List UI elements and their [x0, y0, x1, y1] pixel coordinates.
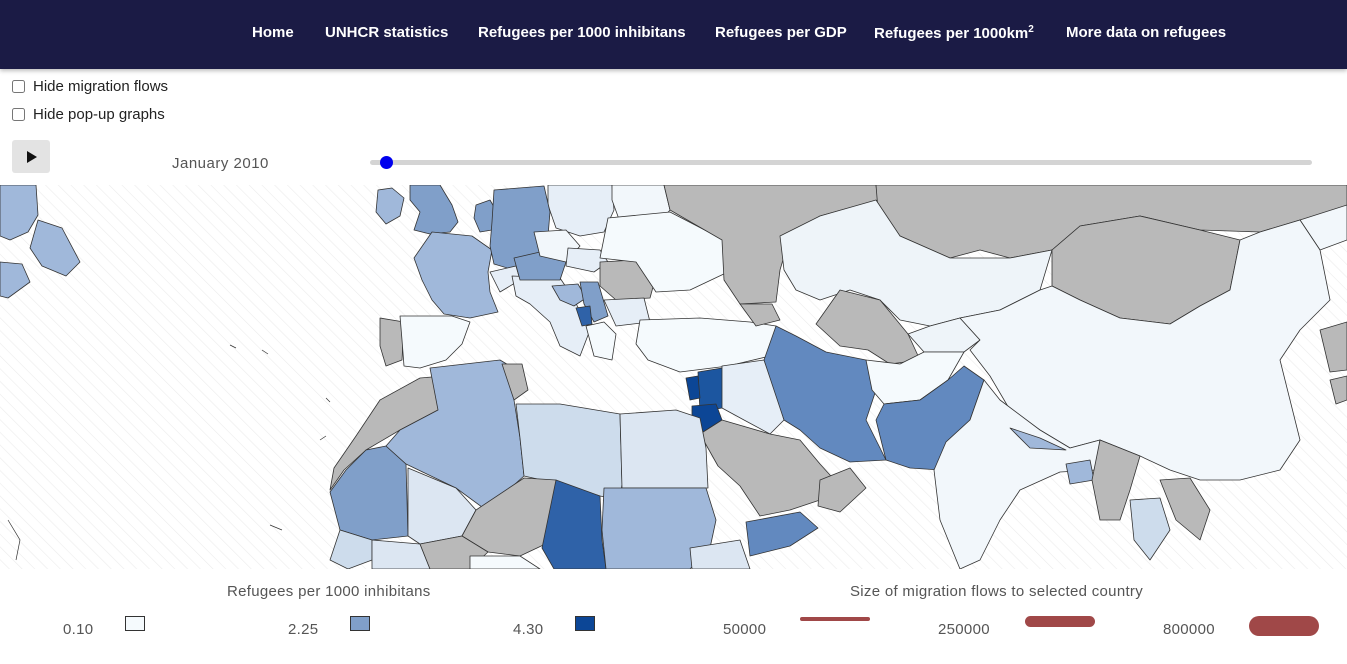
flow-legend-bar-1	[800, 617, 870, 621]
color-legend-swatch-1	[125, 616, 145, 631]
nav-refugees-per-1000-inhabitants[interactable]: Refugees per 1000 inhibitans	[478, 24, 686, 41]
coast-mark-west	[7, 519, 21, 561]
spain[interactable]	[399, 315, 471, 369]
georgia-armenia[interactable]	[739, 303, 781, 327]
egypt[interactable]	[619, 409, 709, 489]
nigeria-region[interactable]	[469, 555, 541, 569]
oman[interactable]	[817, 467, 867, 513]
portugal[interactable]	[379, 317, 405, 367]
serbia[interactable]	[579, 281, 609, 323]
flow-legend-bar-3	[1249, 616, 1319, 636]
nav-per-km-label: Refugees per 1000km	[874, 25, 1029, 42]
choropleth-map	[0, 185, 1347, 569]
map-svg	[0, 185, 1347, 569]
nav-unhcr-statistics[interactable]: UNHCR statistics	[325, 24, 449, 41]
flow-legend-value-3: 800000	[1163, 621, 1215, 638]
ethiopia-region[interactable]	[689, 539, 751, 569]
play-button[interactable]	[12, 140, 50, 173]
japan-region[interactable]	[1329, 375, 1347, 405]
hide-migration-flows-label: Hide migration flows	[33, 78, 169, 95]
korea-region[interactable]	[1319, 321, 1347, 373]
flow-legend-bar-2	[1025, 616, 1095, 627]
lebanon[interactable]	[685, 375, 701, 401]
greece[interactable]	[585, 321, 617, 361]
color-legend-value-2: 2.25	[288, 621, 319, 638]
island-mark-4	[319, 435, 327, 441]
island-mark-2	[261, 349, 269, 355]
newfoundland-region[interactable]	[29, 219, 81, 277]
color-legend-swatch-2	[350, 616, 370, 631]
senegal-region[interactable]	[329, 529, 373, 569]
island-mark-3	[325, 397, 331, 403]
nepal[interactable]	[1009, 427, 1067, 451]
timeline-slider-track[interactable]	[370, 160, 1312, 165]
island-mark-5	[269, 524, 283, 531]
canada-region[interactable]	[0, 185, 39, 241]
montenegro[interactable]	[575, 305, 593, 327]
myanmar[interactable]	[1091, 439, 1141, 521]
chad[interactable]	[541, 479, 607, 569]
nav-more-data[interactable]: More data on refugees	[1066, 24, 1227, 41]
bangladesh[interactable]	[1065, 459, 1095, 485]
yemen[interactable]	[745, 511, 819, 557]
nav-refugees-per-gdp[interactable]: Refugees per GDP	[715, 24, 847, 41]
guinea-region[interactable]	[371, 539, 431, 569]
color-legend-title: Refugees per 1000 inhibitans	[227, 583, 431, 600]
poland[interactable]	[547, 185, 615, 237]
hide-popup-graphs-option[interactable]: Hide pop-up graphs	[12, 106, 165, 123]
color-legend-swatch-3	[575, 616, 595, 631]
thailand[interactable]	[1129, 497, 1171, 561]
turkey[interactable]	[635, 317, 777, 373]
color-legend-value-3: 4.30	[513, 621, 544, 638]
hide-popup-graphs-checkbox[interactable]	[12, 108, 25, 121]
nav-per-km-sup: 2	[1028, 24, 1034, 35]
hide-migration-flows-option[interactable]: Hide migration flows	[12, 78, 168, 95]
ireland[interactable]	[375, 187, 405, 225]
top-navbar: Home UNHCR statistics Refugees per 1000 …	[0, 0, 1347, 69]
laos-vietnam[interactable]	[1159, 477, 1211, 541]
flow-legend-value-2: 250000	[938, 621, 990, 638]
play-icon	[27, 150, 37, 163]
iran[interactable]	[763, 325, 887, 463]
hide-popup-graphs-label: Hide pop-up graphs	[33, 106, 165, 123]
timeline-date: January 2010	[172, 155, 269, 172]
nova-scotia-region[interactable]	[0, 261, 31, 299]
color-legend-value-1: 0.10	[63, 621, 94, 638]
tunisia[interactable]	[501, 363, 529, 401]
ukraine[interactable]	[599, 211, 729, 293]
croatia-bosnia[interactable]	[551, 283, 587, 307]
hide-migration-flows-checkbox[interactable]	[12, 80, 25, 93]
island-mark-1	[229, 344, 237, 349]
flow-legend-value-1: 50000	[723, 621, 767, 638]
france[interactable]	[413, 231, 499, 319]
flow-legend-title: Size of migration flows to selected coun…	[850, 583, 1144, 600]
nav-refugees-per-1000km2[interactable]: Refugees per 1000km2	[874, 24, 1034, 42]
timeline-slider-thumb[interactable]	[380, 156, 393, 169]
nav-home[interactable]: Home	[252, 24, 294, 41]
